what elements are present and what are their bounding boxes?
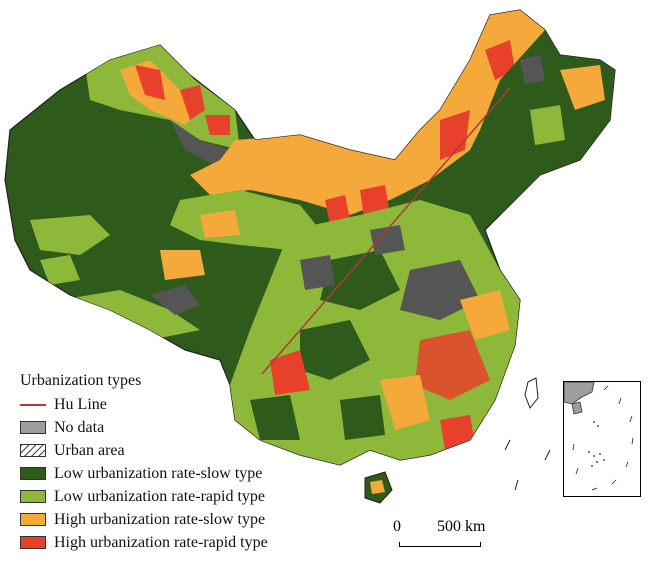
- legend-item-hu-line: Hu Line: [20, 393, 268, 416]
- legend-swatch-low-rapid: [20, 490, 46, 503]
- legend-item-urban-area: Urban area: [20, 439, 268, 462]
- inset-map: [563, 381, 634, 491]
- map-legend: Urbanization types Hu Line No data Urban…: [20, 372, 268, 554]
- hu-line: [261, 87, 511, 375]
- legend-item-high-slow: High urbanization rate-slow type: [20, 508, 268, 531]
- scale-end-label: 500 km: [437, 518, 486, 535]
- legend-label: Low urbanization rate-slow type: [54, 464, 263, 482]
- scale-zero-label: 0: [393, 518, 401, 535]
- legend-title: Urbanization types: [20, 372, 142, 389]
- legend-swatch-hu-line: [20, 403, 46, 406]
- legend-label: Hu Line: [54, 395, 107, 413]
- scale-bar: 0 500 km: [393, 518, 493, 548]
- legend-label: No data: [54, 418, 105, 436]
- legend-item-low-rapid: Low urbanization rate-rapid type: [20, 485, 268, 508]
- south-china-sea-boundary: [504, 439, 551, 491]
- legend-label: High urbanization rate-rapid type: [54, 533, 268, 551]
- taiwan-island: [524, 377, 539, 409]
- legend-swatch-high-rapid: [20, 536, 46, 549]
- legend-item-high-rapid: High urbanization rate-rapid type: [20, 531, 268, 554]
- south-china-sea-inset: [563, 381, 641, 497]
- legend-label: Low urbanization rate-rapid type: [54, 487, 266, 505]
- scale-bar-line: [399, 542, 481, 547]
- region-fills: [10, 10, 615, 465]
- legend-item-low-slow: Low urbanization rate-slow type: [20, 462, 268, 485]
- legend-swatch-high-slow: [20, 513, 46, 526]
- legend-swatch-no-data: [20, 421, 46, 434]
- legend-label: Urban area: [54, 441, 125, 459]
- legend-swatch-low-slow: [20, 467, 46, 480]
- legend-swatch-urban-area: [20, 444, 46, 457]
- legend-item-no-data: No data: [20, 416, 268, 439]
- legend-label: High urbanization rate-slow type: [54, 510, 266, 528]
